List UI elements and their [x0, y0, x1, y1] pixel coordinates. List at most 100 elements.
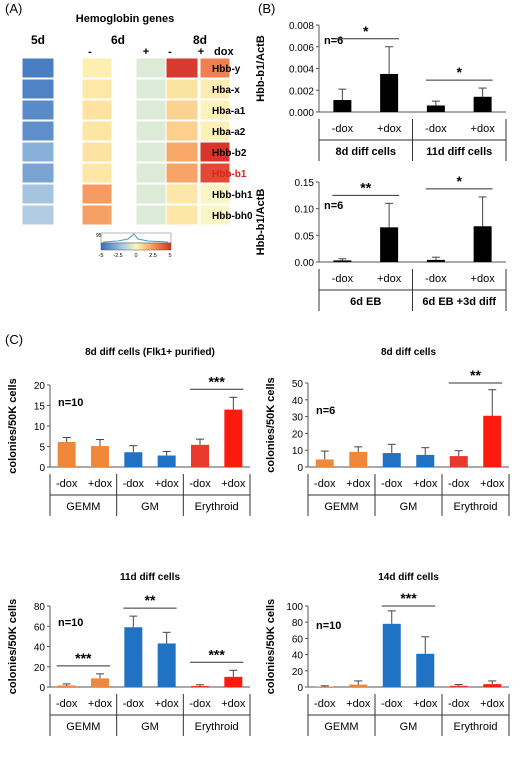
group-label: Erythroid: [195, 721, 239, 733]
heatmap-cell: [199, 78, 231, 100]
heatmap-cell: [165, 99, 199, 121]
heatmap-cell: [21, 57, 55, 79]
y-tick-label: 0: [297, 683, 303, 694]
colorbar-histogram: [102, 233, 169, 243]
category-label: +dox: [480, 698, 505, 710]
y-tick-label: 10: [34, 422, 46, 433]
bar: [449, 685, 468, 687]
chart-b-bottom: 0.00 0.05 0.10 0.15 Hbb-b1/ActB n=6 -dox +dox -d…: [255, 173, 507, 311]
gene-label: Hbb-bh1: [212, 190, 253, 201]
y-tick-label: 50: [292, 379, 304, 390]
category-label: +dox: [413, 478, 438, 490]
chart-title: 8d diff cells (Flk1+ purified): [85, 347, 215, 358]
chart-c1: 8d diff cells (Flk1+ purified) 0 5 10 15 20 co…: [7, 347, 251, 516]
bar: [157, 455, 176, 467]
category-label: +dox: [346, 698, 371, 710]
n-label: n=6: [324, 200, 343, 212]
heatmap-cell: [81, 120, 113, 142]
bar: [333, 260, 352, 262]
gene-label: Hba-x: [212, 85, 240, 96]
y-axis-label: colonies/50K cells: [7, 599, 19, 694]
category-label: +dox: [155, 478, 180, 490]
significance-label: ***: [208, 373, 225, 389]
dox-sign-6d-plus: +: [143, 46, 149, 58]
panel-label-a: (A): [5, 1, 22, 16]
significance-label: **: [360, 179, 371, 195]
y-tick-label: 0.000: [289, 108, 314, 119]
y-tick-label: 0.10: [295, 205, 315, 216]
heatmap-cell: [199, 183, 231, 205]
gene-label: Hbb-b2: [212, 148, 247, 159]
heatmap-cell: [135, 120, 167, 142]
group-label: GEMM: [324, 501, 358, 513]
y-tick-label: 60: [34, 622, 46, 633]
dox-label: dox: [214, 46, 234, 58]
category-label: -dox: [381, 698, 403, 710]
n-label: n=10: [58, 397, 83, 409]
colorbar-tick-label: 5: [168, 253, 171, 259]
significance-label: *: [363, 23, 369, 39]
group-label: GM: [400, 721, 418, 733]
y-tick-label: 0.004: [289, 65, 314, 76]
heatmap-cell: [81, 204, 113, 226]
heatmap-panel: Hemoglobin genes 5d 6d 8d - + - + dox Hb…: [21, 13, 253, 226]
y-tick-label: 0.002: [289, 86, 314, 97]
y-tick-label: 15: [34, 402, 46, 413]
group-label: 8d diff cells: [335, 146, 396, 158]
category-label: +dox: [377, 273, 402, 285]
y-tick-label: 80: [292, 618, 304, 629]
category-label: +dox: [88, 698, 113, 710]
group-label: GEMM: [66, 721, 100, 733]
heatmap-cell: [21, 204, 55, 226]
bar: [224, 676, 243, 687]
heatmap-cell: [135, 162, 167, 184]
heatmap-cell: [165, 57, 199, 79]
category-label: +dox: [221, 698, 246, 710]
bar: [426, 105, 445, 112]
bar: [191, 685, 209, 687]
y-tick-label: 30: [292, 413, 304, 424]
heatmap-cell: [135, 141, 167, 163]
significance-label: **: [470, 367, 481, 383]
category-label: +dox: [155, 698, 180, 710]
dox-sign-8d-minus: -: [168, 46, 172, 58]
bar: [315, 459, 334, 467]
colorbar: 95 -5 -2.5 0 2.5 5: [96, 232, 172, 259]
category-label: -dox: [332, 123, 354, 135]
bar: [449, 456, 468, 467]
y-tick-label: 20: [292, 429, 304, 440]
y-axis-label: Hbb-b1/ActB: [255, 35, 267, 102]
y-tick-label: 80: [34, 602, 46, 613]
group-label: GM: [141, 721, 159, 733]
category-label: -dox: [189, 698, 211, 710]
colorbar-tick-label: -5: [99, 253, 104, 259]
heatmap-cell: [21, 141, 55, 163]
y-tick-label: 0: [39, 463, 45, 474]
bar: [191, 444, 209, 467]
significance-label: ***: [75, 650, 92, 666]
chart-c3: 11d diff cells 0 20 40 60 80 colonies/50K cell…: [7, 572, 251, 736]
heatmap-cell: [165, 183, 199, 205]
group-label: Erythroid: [195, 501, 239, 513]
group-label: 11d diff cells: [426, 146, 492, 158]
category-label: -dox: [314, 478, 336, 490]
heatmap-cell: [21, 99, 55, 121]
y-axis-label: colonies/50K cells: [7, 378, 19, 473]
category-label: -dox: [425, 273, 447, 285]
category-label: +dox: [471, 123, 496, 135]
bar: [382, 453, 401, 467]
heatmap-cell: [165, 141, 199, 163]
heatmap-cell: [165, 78, 199, 100]
significance-label: *: [457, 64, 463, 80]
bar: [157, 643, 176, 687]
y-tick-label: 0: [297, 463, 303, 474]
significance-label: ***: [400, 590, 417, 606]
heatmap-cell: [135, 99, 167, 121]
bar: [224, 409, 243, 467]
bar: [124, 627, 143, 687]
heatmap-cell: [165, 120, 199, 142]
y-tick-label: 40: [292, 396, 304, 407]
gene-label: Hbb-bh0: [212, 211, 253, 222]
y-tick-label: 20: [34, 663, 46, 674]
